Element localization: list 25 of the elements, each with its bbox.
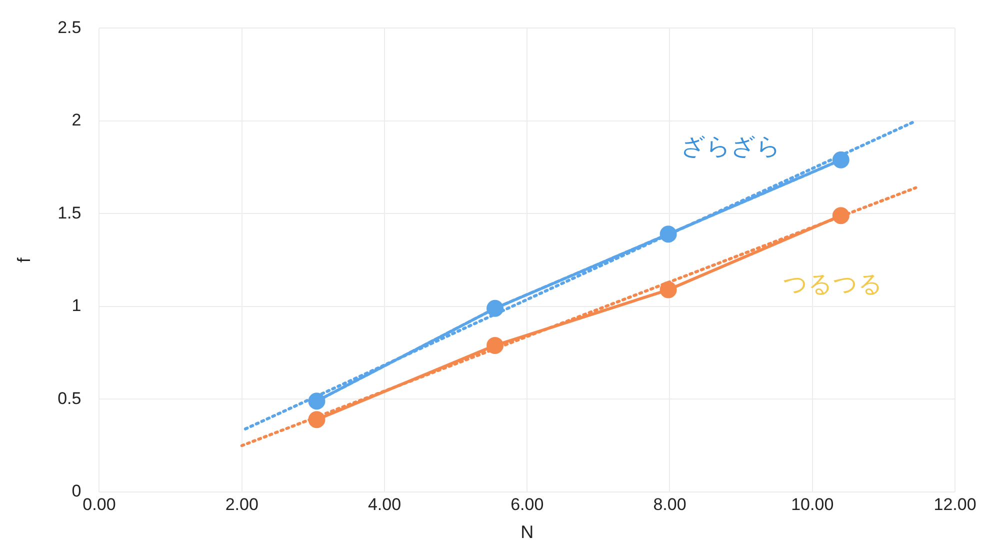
series-label: ざらざら <box>680 134 781 161</box>
y-tick-label: 0 <box>72 482 82 501</box>
y-tick-label: 2.5 <box>58 18 82 37</box>
y-tick-label: 1 <box>72 296 82 316</box>
y-tick-label: 0.5 <box>58 388 82 408</box>
y-tick-label: 1.5 <box>58 203 82 222</box>
x-tick-label: 2.00 <box>225 494 258 514</box>
point <box>308 411 326 428</box>
point <box>660 281 677 298</box>
point <box>486 336 504 354</box>
point <box>832 207 850 224</box>
y-tick-label: 2 <box>72 110 82 130</box>
point <box>486 300 504 317</box>
point <box>308 392 326 410</box>
x-tick-label: 12.00 <box>934 494 976 514</box>
point <box>660 226 677 243</box>
y-axis-title: f <box>14 256 34 263</box>
x-tick-label: 0.00 <box>82 494 116 514</box>
x-axis-title: N <box>520 522 534 542</box>
x-tick-label: 10.00 <box>791 494 834 514</box>
x-tick-label: 6.00 <box>510 494 544 514</box>
point <box>832 151 850 168</box>
series-label: つるつる <box>782 271 883 298</box>
x-tick-label: 4.00 <box>368 494 402 514</box>
x-tick-label: 8.00 <box>653 494 686 514</box>
